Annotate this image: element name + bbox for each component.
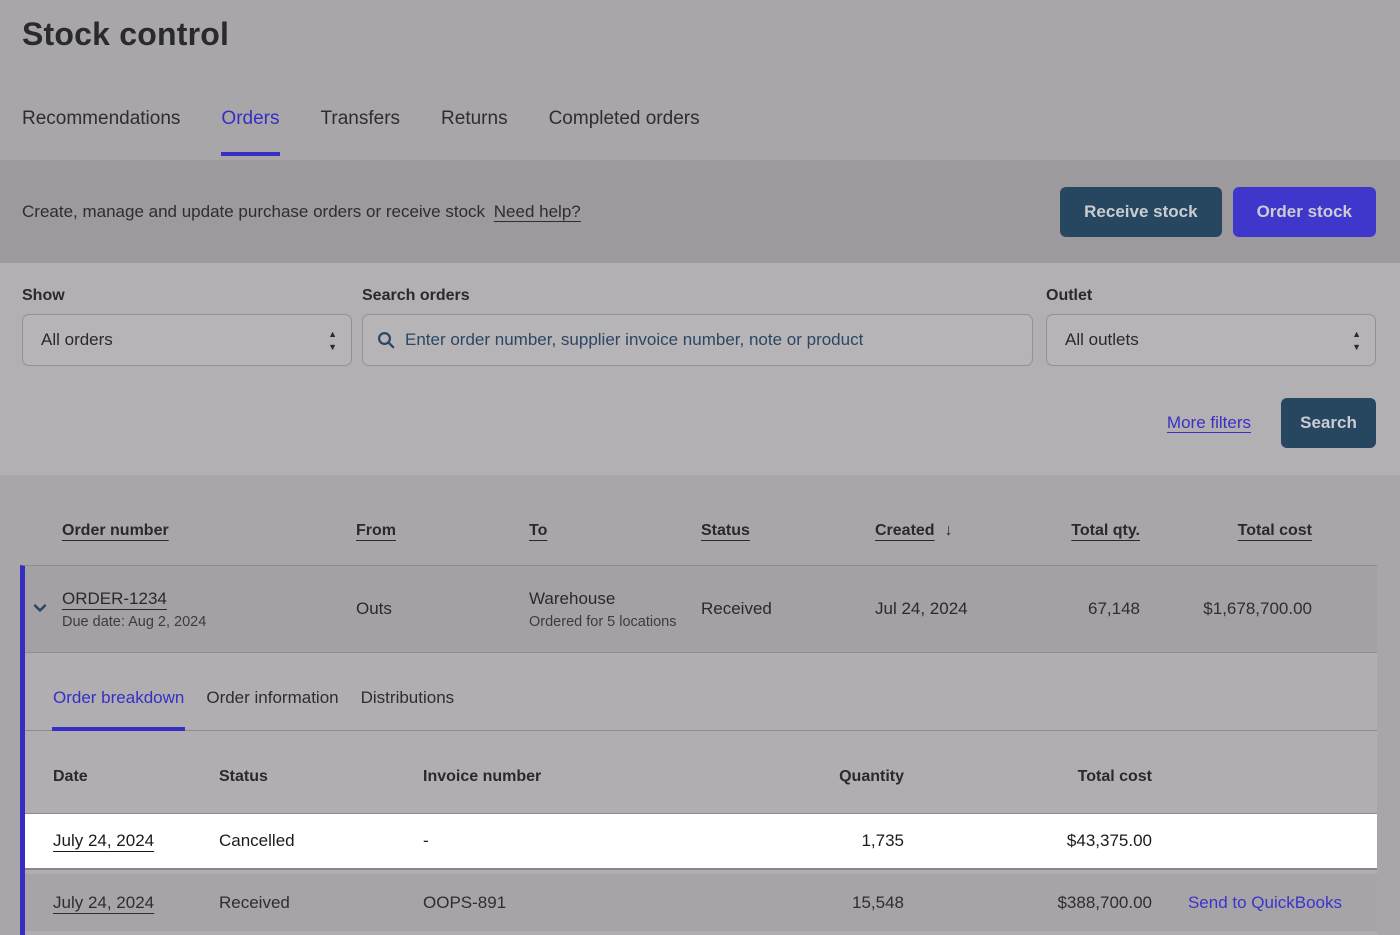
order-total-cost: $1,678,700.00 [1203, 599, 1312, 618]
order-detail-panel: Order breakdown Order information Distri… [25, 653, 1377, 935]
breakdown-status: Cancelled [219, 831, 295, 850]
need-help-link[interactable]: Need help? [493, 201, 581, 221]
column-total-qty[interactable]: Total qty. [1071, 522, 1140, 539]
tab-returns[interactable]: Returns [441, 108, 508, 129]
breakdown-table-header: Date Status Invoice number Quantity Tota… [25, 731, 1377, 813]
breakdown-total-cost: $388,700.00 [1057, 892, 1152, 912]
outlet-select-value: All outlets [1065, 330, 1139, 349]
outlet-select[interactable]: All outlets ▲ ▼ [1046, 314, 1376, 366]
banner-text: Create, manage and update purchase order… [22, 201, 581, 221]
column-total-cost: Total cost [1077, 768, 1152, 785]
breakdown-date-link[interactable]: July 24, 2024 [53, 831, 155, 850]
column-quantity: Quantity [839, 768, 904, 785]
filters-section: Show All orders ▲ ▼ Search orders Enter o… [0, 263, 1400, 475]
search-icon [377, 331, 395, 349]
stepper-icon: ▲ ▼ [328, 328, 337, 352]
order-to-note: Ordered for 5 locations [529, 613, 677, 630]
orders-table-header: Order number From To Status Created ↓ To… [24, 475, 1377, 565]
stepper-icon: ▲ ▼ [1352, 328, 1361, 352]
tab-recommendations[interactable]: Recommendations [22, 108, 181, 129]
outlet-label: Outlet [1046, 287, 1093, 304]
order-created: Jul 24, 2024 [875, 599, 968, 618]
order-number-link[interactable]: ORDER-1234 [62, 588, 167, 608]
tab-transfers[interactable]: Transfers [320, 108, 401, 129]
expanded-order-block: ORDER-1234 Due date: Aug 2, 2024 Outs Wa… [20, 565, 1377, 935]
chevron-down-icon[interactable] [31, 599, 49, 617]
breakdown-quantity: 15,548 [852, 892, 904, 912]
sort-desc-icon: ↓ [944, 522, 953, 539]
column-created[interactable]: Created [875, 522, 935, 539]
order-stock-button[interactable]: Order stock [1232, 186, 1376, 237]
column-to[interactable]: To [529, 522, 548, 539]
show-select-value: All orders [41, 330, 113, 349]
send-to-quickbooks-link[interactable]: Send to QuickBooks [1187, 892, 1342, 912]
search-button[interactable]: Search [1281, 398, 1376, 448]
tab-orders[interactable]: Orders [221, 108, 280, 156]
order-to: Warehouse [529, 588, 616, 608]
main-tab-bar: Recommendations Orders Transfers Returns… [22, 108, 700, 156]
order-total-qty: 67,148 [1088, 599, 1140, 618]
column-status: Status [219, 768, 268, 785]
search-orders-input[interactable]: Enter order number, supplier invoice num… [362, 314, 1033, 366]
page-title: Stock control [22, 16, 230, 52]
column-date: Date [53, 768, 88, 785]
tab-completed-orders[interactable]: Completed orders [548, 108, 700, 129]
order-status: Received [701, 599, 772, 618]
order-row[interactable]: ORDER-1234 Due date: Aug 2, 2024 Outs Wa… [25, 566, 1377, 653]
orders-table: Order number From To Status Created ↓ To… [0, 475, 1400, 935]
column-invoice-number: Invoice number [423, 768, 542, 785]
breakdown-row-cancelled[interactable]: July 24, 2024 Cancelled - 1,735 $43,375.… [25, 813, 1377, 870]
breakdown-status: Received [219, 892, 290, 912]
tab-distributions[interactable]: Distributions [360, 688, 455, 707]
column-status[interactable]: Status [701, 522, 750, 539]
search-orders-label: Search orders [362, 287, 470, 304]
breakdown-invoice: OOPS-891 [423, 892, 507, 912]
intro-banner: Create, manage and update purchase order… [0, 160, 1400, 263]
breakdown-invoice: - [423, 831, 429, 850]
breakdown-quantity: 1,735 [861, 831, 904, 850]
show-select[interactable]: All orders ▲ ▼ [22, 314, 352, 366]
breakdown-row-received[interactable]: July 24, 2024 Received OOPS-891 15,548 $… [25, 874, 1377, 931]
column-from[interactable]: From [356, 522, 396, 539]
column-total-cost[interactable]: Total cost [1237, 522, 1312, 539]
tab-order-breakdown[interactable]: Order breakdown [52, 688, 186, 731]
breakdown-date-link[interactable]: July 24, 2024 [53, 892, 155, 912]
search-placeholder: Enter order number, supplier invoice num… [405, 330, 864, 349]
order-due-date: Due date: Aug 2, 2024 [62, 613, 207, 630]
column-order-number[interactable]: Order number [62, 522, 169, 539]
order-from: Outs [356, 599, 392, 618]
breakdown-total-cost: $43,375.00 [1066, 831, 1152, 850]
detail-tab-bar: Order breakdown Order information Distri… [25, 653, 1377, 731]
more-filters-link[interactable]: More filters [1166, 413, 1251, 432]
receive-stock-button[interactable]: Receive stock [1060, 186, 1222, 237]
tab-order-information[interactable]: Order information [206, 688, 339, 707]
show-label: Show [22, 287, 65, 304]
